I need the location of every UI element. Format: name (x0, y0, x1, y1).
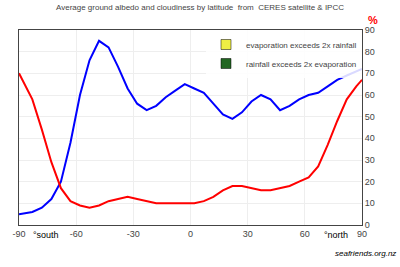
svg-text:10: 10 (365, 198, 375, 208)
svg-text:0: 0 (365, 220, 370, 230)
svg-text:%: % (368, 14, 378, 26)
svg-text:20: 20 (365, 177, 375, 187)
svg-text:rainfall exceeds 2x evaporatio: rainfall exceeds 2x evaporation (246, 60, 356, 69)
svg-text:-30: -30 (127, 229, 140, 239)
svg-text:30: 30 (243, 229, 253, 239)
svg-text:90: 90 (357, 229, 367, 239)
svg-text:seafriends.org.nz: seafriends.org.nz (335, 249, 396, 258)
svg-text:°south: °south (33, 230, 59, 240)
svg-text:-90: -90 (12, 229, 25, 239)
svg-text:30: 30 (365, 155, 375, 165)
svg-text:0: 0 (188, 229, 193, 239)
svg-text:40: 40 (365, 133, 375, 143)
svg-text:80: 80 (365, 47, 375, 57)
svg-text:-60: -60 (70, 229, 83, 239)
svg-text:70: 70 (365, 68, 375, 78)
svg-text:60: 60 (300, 229, 310, 239)
svg-text:Average ground albedo and clou: Average ground albedo and cloudiness by … (56, 3, 344, 12)
svg-text:evaporation exceeds 2x rainfal: evaporation exceeds 2x rainfall (246, 41, 357, 50)
svg-text:60: 60 (365, 90, 375, 100)
svg-text:50: 50 (365, 112, 375, 122)
svg-text:°north: °north (324, 230, 348, 240)
svg-text:90: 90 (365, 25, 375, 35)
